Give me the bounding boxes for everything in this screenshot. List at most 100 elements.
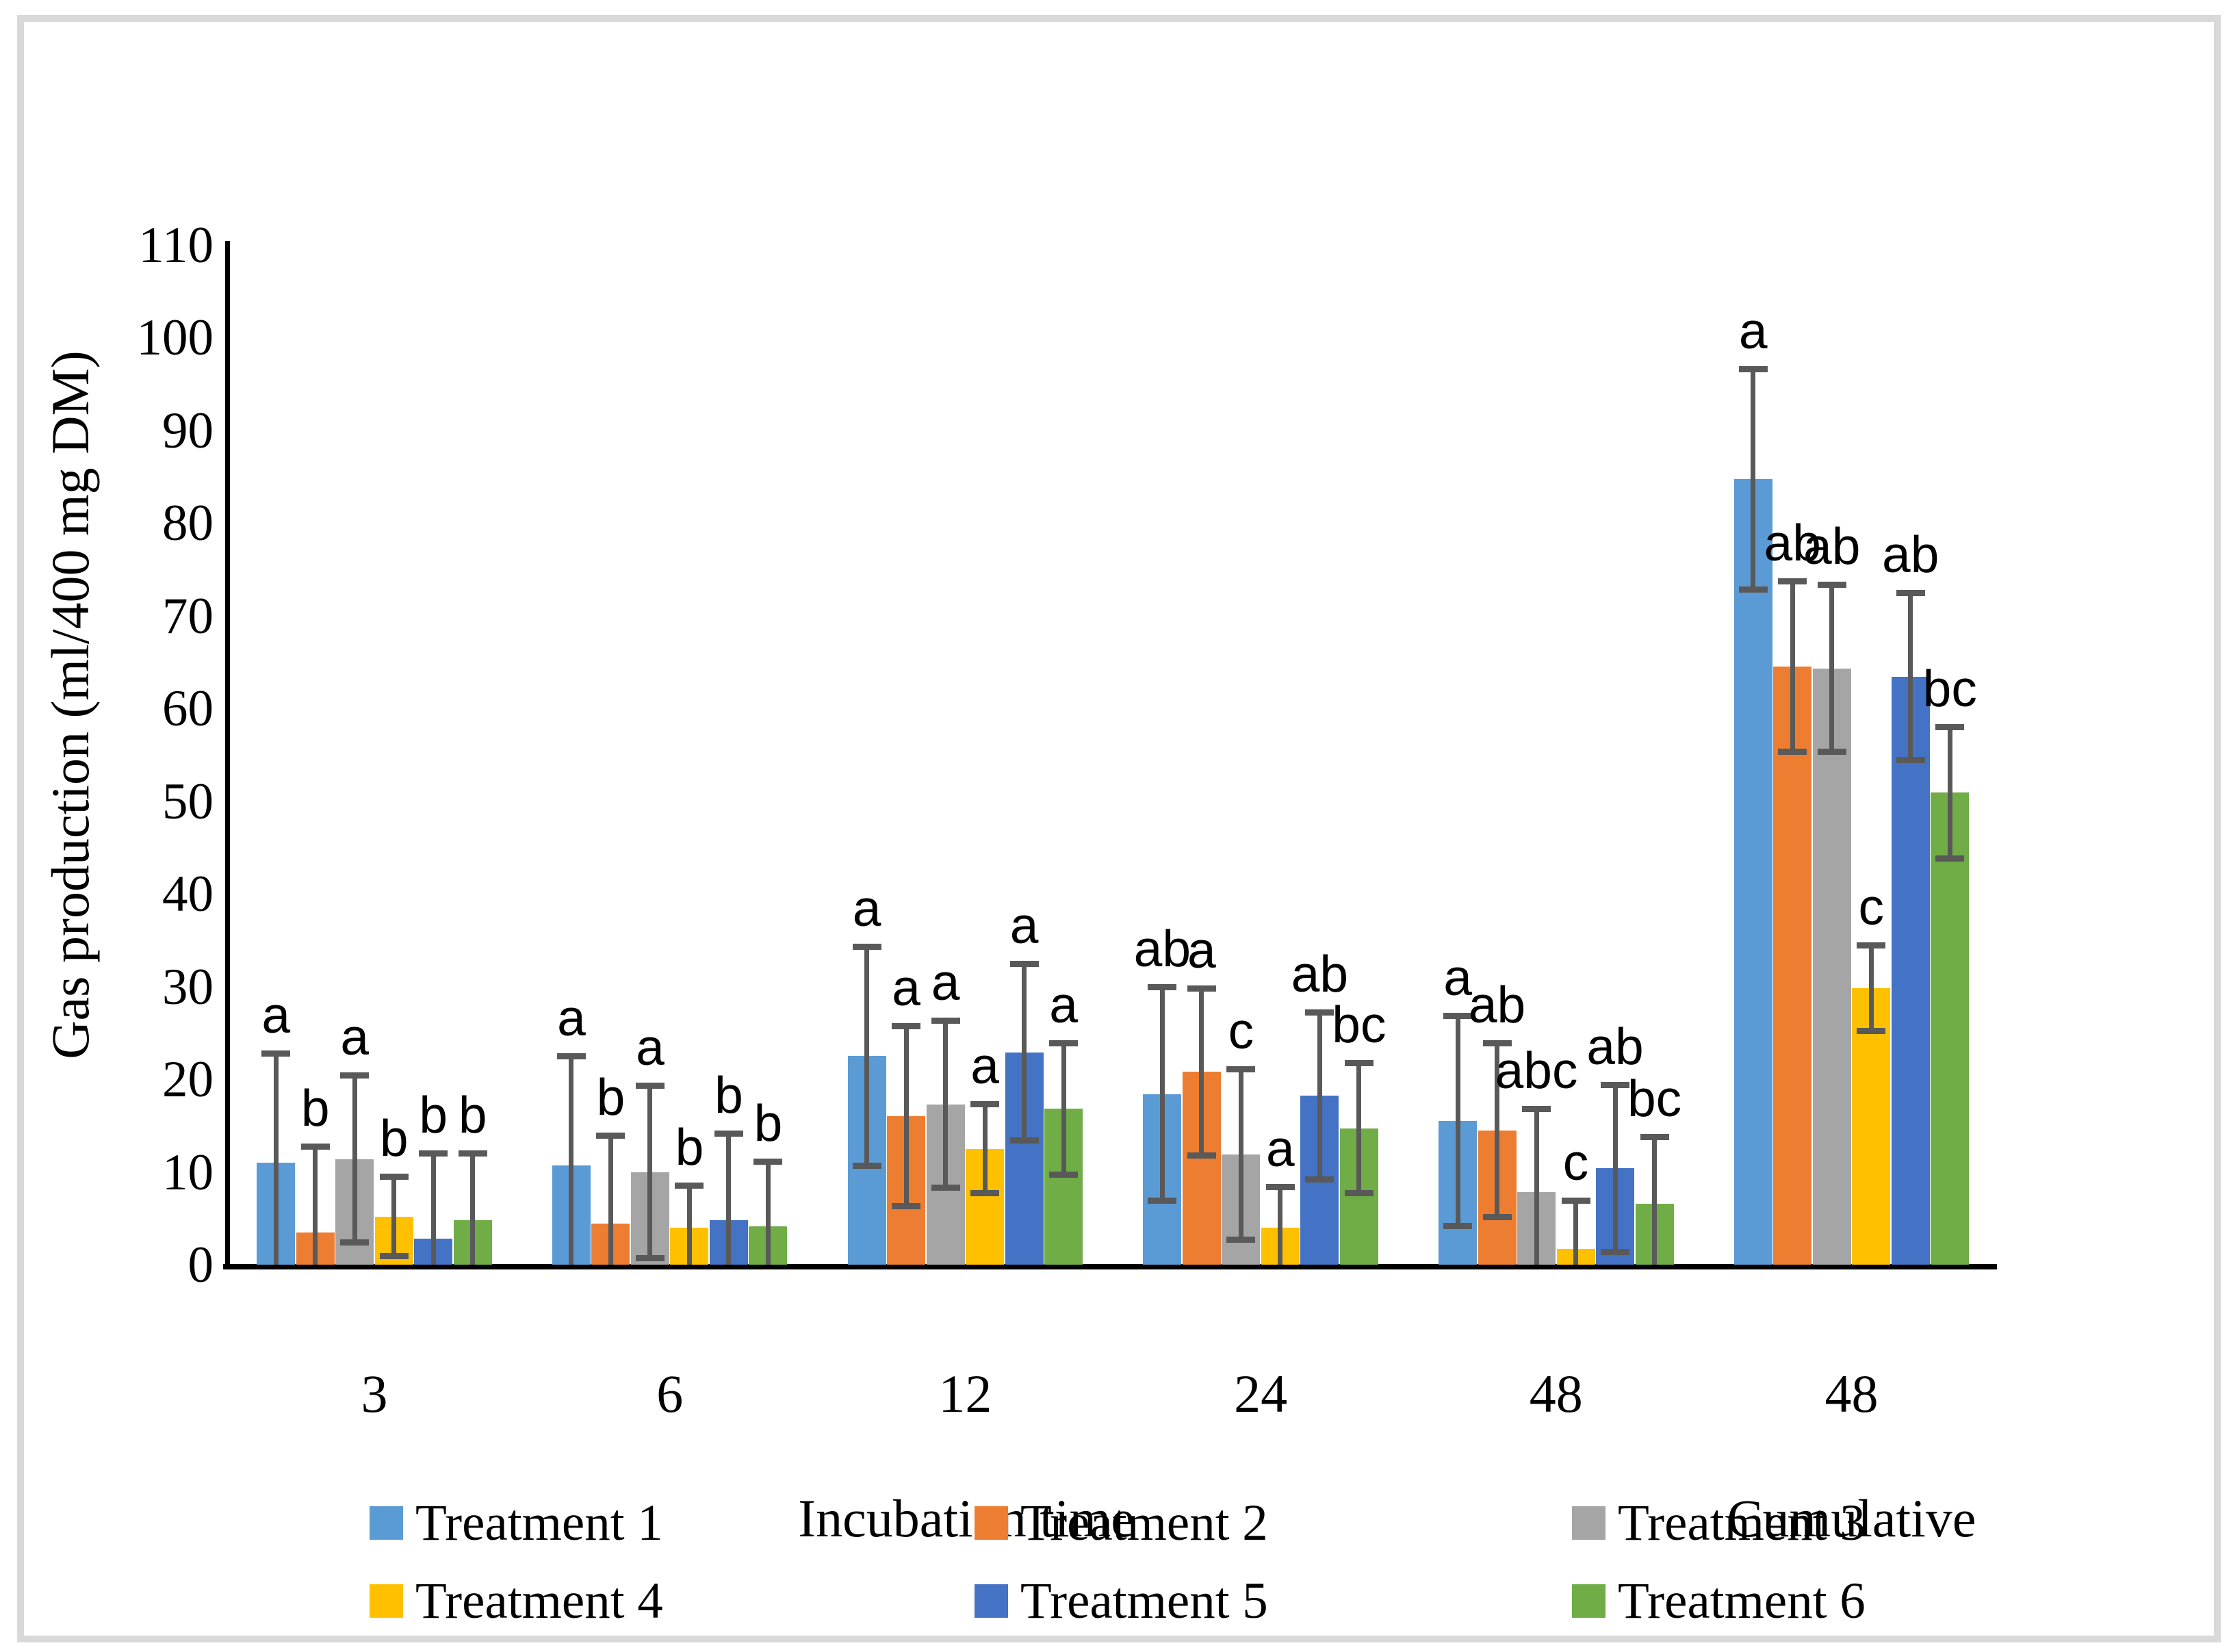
significance-letter: b xyxy=(379,1109,409,1167)
error-bar-cap-top xyxy=(635,1082,665,1089)
error-bar-cap-bottom xyxy=(1187,1152,1216,1159)
error-bar-line xyxy=(1022,964,1027,1141)
x-category-label: 12 xyxy=(938,1364,992,1423)
error-bar-cap-bottom xyxy=(1226,1236,1256,1243)
error-bar-cap-bottom xyxy=(379,1253,409,1260)
x-category-label-line2: Cumulative xyxy=(1727,1488,1976,1548)
significance-letter: b xyxy=(714,1066,743,1124)
x-category-label: 6 xyxy=(656,1364,684,1423)
significance-letter: b xyxy=(419,1085,448,1144)
x-axis-line xyxy=(223,1264,1997,1269)
y-tick-label: 0 xyxy=(188,1237,214,1293)
error-bar-cap-top xyxy=(1522,1105,1551,1112)
significance-letter: b xyxy=(300,1079,330,1137)
legend-label: Treatment 6 xyxy=(1618,1573,1866,1629)
significance-letter: c xyxy=(1228,1001,1254,1059)
error-bar-cap-bottom xyxy=(892,1203,921,1210)
x-category-label: 48 xyxy=(1824,1364,1879,1423)
significance-letter: bc xyxy=(1627,1069,1682,1127)
error-bar-line xyxy=(1947,727,1952,859)
significance-letter: ab xyxy=(1468,975,1526,1033)
error-bar-cap-top xyxy=(1857,942,1886,949)
significance-letter: a xyxy=(636,1018,665,1076)
error-bar-cap-top xyxy=(1738,365,1768,372)
error-bar-line xyxy=(1495,1043,1500,1217)
error-bar-cap-top xyxy=(1640,1133,1669,1140)
significance-letter: ab xyxy=(1764,513,1821,571)
error-bar-cap-top xyxy=(1443,1013,1473,1020)
error-bar-cap-top xyxy=(458,1150,487,1157)
error-bar-line xyxy=(1159,987,1165,1201)
error-bar-cap-top xyxy=(675,1183,704,1189)
error-bar-cap-top xyxy=(261,1050,291,1057)
significance-letter: b xyxy=(596,1068,626,1126)
y-tick-label: 70 xyxy=(162,587,214,645)
error-bar-line xyxy=(352,1075,357,1243)
significance-letter: a xyxy=(931,953,960,1011)
error-bar-line xyxy=(1868,945,1874,1031)
error-bar-cap-bottom xyxy=(1857,1028,1886,1035)
error-bar-cap-top xyxy=(1896,590,1925,597)
y-tick-label: 30 xyxy=(162,958,214,1016)
error-bar-cap-bottom xyxy=(1935,855,1965,862)
error-bar-line xyxy=(1612,1085,1618,1252)
y-tick-label: 20 xyxy=(162,1051,214,1108)
significance-letter: b xyxy=(458,1085,487,1144)
error-bar-line xyxy=(982,1104,988,1193)
error-bar-cap-top xyxy=(1305,1009,1334,1016)
x-category-label: 3 xyxy=(361,1364,388,1423)
error-bar-line xyxy=(1278,1187,1283,1265)
error-bar-cap-top xyxy=(1778,578,1807,584)
significance-letter: a xyxy=(1265,1119,1295,1177)
error-bar-line xyxy=(1455,1016,1460,1226)
x-category-label: 48 xyxy=(1529,1364,1583,1423)
x-axis-title: Incubation time xyxy=(798,1488,1135,1548)
bar-treatment-1-cat5 xyxy=(1733,479,1772,1265)
significance-letter: abc xyxy=(1495,1041,1578,1099)
legend-swatch-icon xyxy=(1572,1584,1605,1618)
bar-treatment-2-cat5 xyxy=(1773,667,1812,1265)
significance-letter: bc xyxy=(1922,659,1977,717)
significance-letter: ab xyxy=(1882,526,1939,584)
error-bar-cap-bottom xyxy=(340,1239,370,1246)
error-bar-cap-top xyxy=(931,1018,960,1024)
y-tick-label: 80 xyxy=(162,495,214,552)
error-bar-line xyxy=(1356,1063,1362,1193)
significance-letter: a xyxy=(340,1008,370,1066)
bar-treatment-4-cat5 xyxy=(1852,988,1891,1265)
legend-label: Treatment 1 xyxy=(415,1495,663,1551)
error-bar-line xyxy=(1908,593,1913,760)
error-bar-line xyxy=(1790,581,1795,752)
error-bar-line xyxy=(647,1085,653,1259)
error-bar-cap-top xyxy=(300,1144,330,1150)
y-axis-line xyxy=(225,241,230,1269)
error-bar-cap-bottom xyxy=(1009,1137,1039,1144)
legend-swatch-icon xyxy=(370,1506,403,1540)
error-bar-line xyxy=(864,946,870,1165)
significance-letter: ab xyxy=(1291,944,1349,1003)
error-bar-line xyxy=(391,1176,397,1256)
error-bar-line xyxy=(273,1053,279,1265)
error-bar-cap-top xyxy=(340,1072,370,1079)
significance-letter: a xyxy=(892,959,920,1017)
error-bar-cap-top xyxy=(1482,1040,1512,1046)
error-bar-cap-bottom xyxy=(1601,1248,1630,1255)
bar-treatment-6-cat5 xyxy=(1931,792,1970,1265)
error-bar-line xyxy=(1652,1137,1658,1265)
error-bar-cap-top xyxy=(556,1053,586,1059)
error-bar-cap-top xyxy=(1817,582,1846,589)
error-bar-cap-top xyxy=(596,1133,626,1139)
error-bar-cap-top xyxy=(419,1150,448,1157)
y-tick-label: 60 xyxy=(162,680,214,737)
legend-label: Treatment 5 xyxy=(1020,1573,1268,1629)
error-bar-cap-top xyxy=(1187,985,1216,992)
error-bar-line xyxy=(1534,1109,1539,1265)
error-bar-cap-bottom xyxy=(1778,749,1807,756)
significance-letter: b xyxy=(675,1118,704,1176)
error-bar-cap-top xyxy=(1226,1066,1256,1072)
legend-swatch-icon xyxy=(975,1584,1008,1618)
bar-treatment-3-cat5 xyxy=(1812,668,1851,1265)
error-bar-cap-top xyxy=(1561,1198,1590,1204)
error-bar-cap-bottom xyxy=(1817,749,1846,756)
